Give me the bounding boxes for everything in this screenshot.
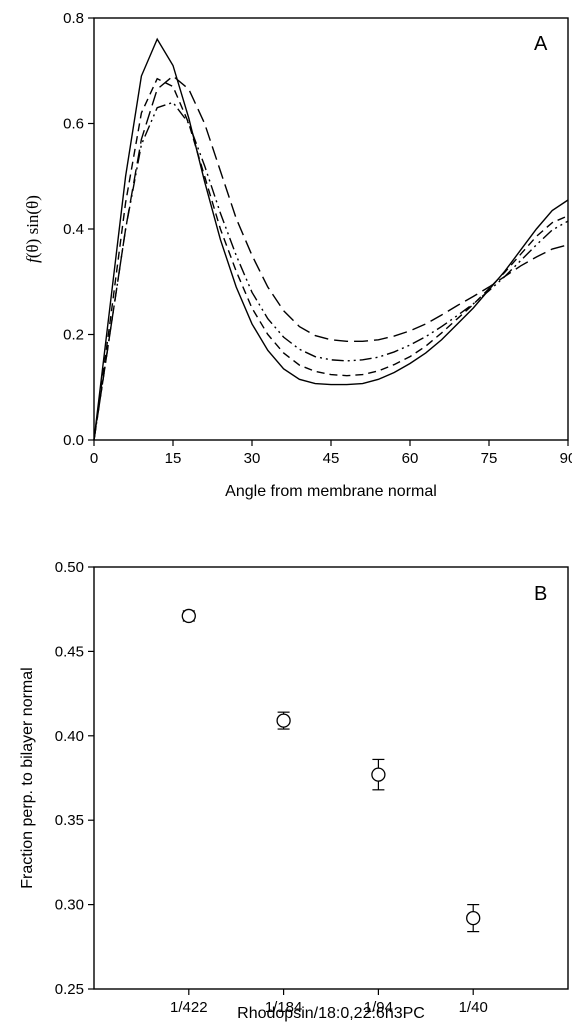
- panel-a-y-tick-label: 0.0: [63, 432, 84, 449]
- panel-a-x-tick-label: 0: [90, 450, 98, 467]
- panel-b-y-ticks: 0.25 0.30 0.35 0.40 0.45 0.50: [55, 559, 94, 998]
- svg-text:f(θ) sin(θ): f(θ) sin(θ): [23, 195, 42, 263]
- panel-a-y-tick-label: 0.8: [63, 10, 84, 27]
- panel-a-x-ticks: 0 15 30 45 60 75 90: [90, 440, 572, 467]
- panel-b-data-point: [466, 910, 481, 926]
- panel-a-y-axis-title: f(θ) sin(θ): [23, 195, 42, 263]
- panel-a-y-axis-title-suffix: (θ) sin(θ): [23, 195, 42, 258]
- panel-b-y-tick-label: 0.45: [55, 643, 84, 660]
- panel-b-data-point: [181, 608, 196, 624]
- panel-b-y-tick-label: 0.30: [55, 897, 84, 914]
- panel-a-series-line: [93, 37, 569, 441]
- panel-a-plot-frame: [93, 17, 569, 441]
- panel-a: 0 15 30 45 60 75 90 0.0 0.2 0.4 0.6 0.8 A Angle fr…: [23, 10, 572, 500]
- panel-a-x-tick-label: 75: [481, 450, 498, 467]
- panel-a-y-ticks: 0.0 0.2 0.4 0.6 0.8: [63, 10, 94, 449]
- panel-a-series-line: [93, 101, 569, 441]
- panel-b-x-tick-label: 1/422: [170, 999, 208, 1016]
- panel-a-x-tick-label: 30: [244, 450, 261, 467]
- panel-b-data-point: [371, 767, 386, 782]
- panel-b-x-tick-label: 1/40: [459, 999, 488, 1016]
- panel-b-y-axis-title: Fraction perp. to bilayer normal: [19, 667, 36, 888]
- panel-b-x-tick-label: 1/94: [364, 999, 393, 1016]
- panel-a-curves: [93, 37, 569, 441]
- panel-b-y-tick-label: 0.35: [55, 812, 84, 829]
- panel-b-x-ticks: 1/422 1/184 1/94 1/40: [170, 989, 488, 1016]
- panel-a-x-tick-label: 15: [165, 450, 182, 467]
- panel-a-x-tick-label: 45: [323, 450, 340, 467]
- panel-b-x-tick-label: 1/184: [265, 999, 303, 1016]
- panel-b-plot-frame: [93, 566, 569, 990]
- panel-a-y-tick-label: 0.6: [63, 116, 84, 133]
- panel-a-y-tick-label: 0.4: [63, 221, 84, 238]
- panel-b: 1/422 1/184 1/94 1/40 0.250.300.350.400.450…: [19, 559, 569, 1022]
- panel-a-x-axis-title: Angle from membrane normal: [225, 483, 437, 500]
- panel-b-y-tick-label: 0.40: [55, 728, 84, 745]
- panel-a-label: A: [534, 33, 548, 55]
- panel-a-y-tick-label: 0.2: [63, 327, 84, 344]
- panel-b-label: B: [534, 583, 547, 605]
- panel-a-x-tick-label: 90: [560, 450, 572, 467]
- panel-b-data-point: [276, 713, 291, 728]
- panel-a-series-line: [93, 77, 569, 441]
- panel-a-x-tick-label: 60: [402, 450, 419, 467]
- panel-a-y-axis-title-prefix: f: [23, 256, 42, 263]
- panel-b-y-tick-label: 0.25: [55, 981, 84, 998]
- panel-b-y-tick-label: 0.50: [55, 559, 84, 576]
- panel-b-x-axis-title: Rhodopsin/18:0,22:6n3PC: [237, 1005, 425, 1022]
- panel-a-series-line: [93, 75, 569, 441]
- panel-b-data-points: [181, 608, 481, 933]
